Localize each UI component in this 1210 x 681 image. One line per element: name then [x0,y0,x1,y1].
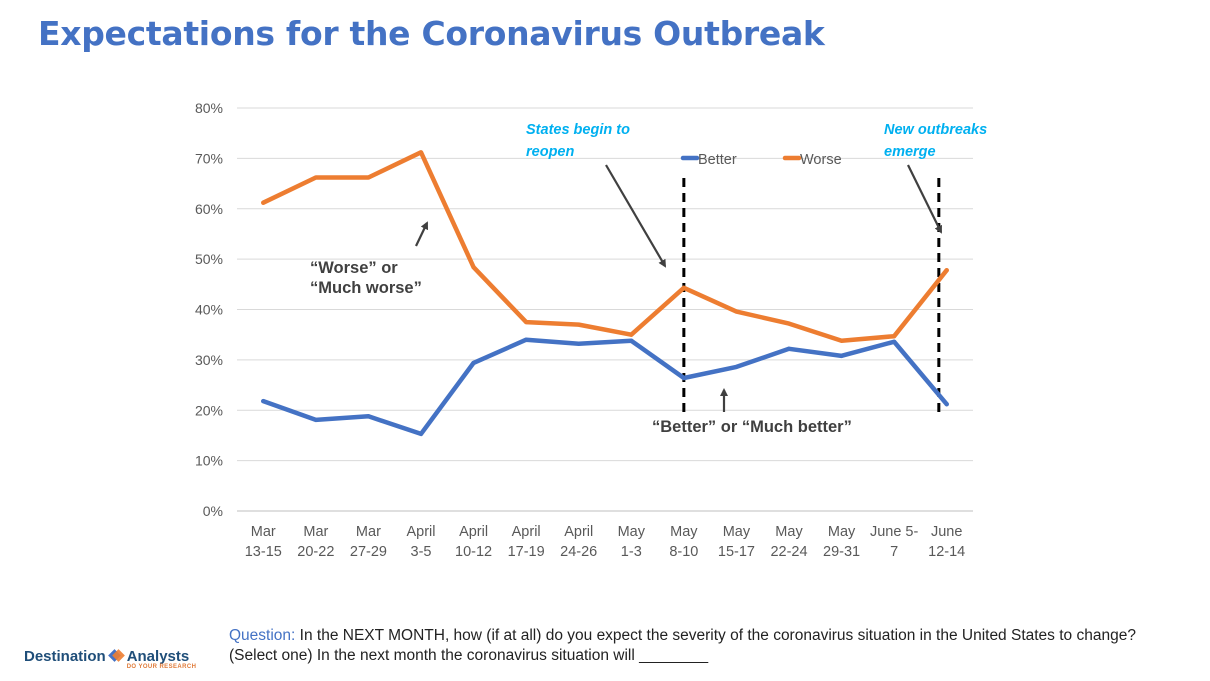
data-point-worse [471,265,476,270]
y-tick-label: 60% [195,201,223,217]
y-tick-label: 10% [195,453,223,469]
data-point-worse [419,150,423,155]
data-point-better [629,338,634,343]
data-point-worse [629,332,634,337]
data-point-worse [839,338,844,343]
data-point-better [944,402,949,407]
data-point-better [313,417,318,422]
x-tick-label: April [459,524,488,540]
question-text: Question: In the NEXT MONTH, how (if at … [229,626,1189,666]
line-chart: 0% 10% 20% 30% 40% 50% 60% 70% 80% Mar 13-15 Mar 20-… [195,100,987,560]
data-point-worse [787,321,791,326]
y-tick-label: 80% [195,100,223,116]
data-point-better [681,376,686,381]
x-tick-label: 27-29 [350,544,387,560]
data-point-better [524,337,529,342]
destination-analysts-logo: Destination Analysts DO YOUR RESEARCH [24,645,196,670]
x-tick-label: Mar [251,524,276,540]
data-point-worse [944,268,949,273]
data-point-worse [366,175,371,180]
series-line-worse [261,150,949,343]
x-tick-label: 12-14 [928,544,965,560]
data-point-better [576,341,581,346]
data-point-worse [681,285,686,290]
x-tick-label: Mar [303,524,328,540]
x-tick-label: May [775,524,803,540]
data-point-worse [261,200,266,205]
annotation-reopen-text: States begin to [526,122,630,138]
x-tick-label: 17-19 [508,544,545,560]
data-point-worse [734,309,739,314]
data-point-better [471,360,476,365]
data-point-better [787,346,791,351]
annotation-outbreaks-text: New outbreaks [884,122,987,138]
outbreaks-arrow [907,164,942,234]
data-point-better [839,353,844,358]
y-tick-label: 20% [195,402,223,418]
y-tick-label: 0% [203,503,223,519]
x-tick-label: April [406,524,435,540]
question-line2: (Select one) In the next month the coron… [229,647,709,664]
x-tick-label: 29-31 [823,544,860,560]
x-tick-label: April [512,524,541,540]
annotation-outbreaks-text: emerge [884,144,936,160]
x-tick-label: 13-15 [245,544,282,560]
data-point-worse [892,334,897,339]
y-tick-label: 30% [195,352,223,368]
data-point-worse [313,175,318,180]
logo-word2: Analysts [126,648,190,665]
data-point-better [419,431,423,436]
x-tick-label: June [931,524,962,540]
logo-tagline: DO YOUR RESEARCH [126,664,197,670]
y-tick-label: 70% [195,150,223,166]
legend-label-worse: Worse [800,152,842,168]
data-point-better [366,414,371,419]
x-tick-label: 8-10 [669,544,698,560]
annotation-better-label: “Better” or “Much better” [652,418,852,436]
x-tick-label: May [618,524,646,540]
reopen-arrow [605,164,667,268]
x-tick-label: Mar [356,524,381,540]
page-title: Expectations for the Coronavirus Outbrea… [38,14,825,53]
question-line1: In the NEXT MONTH, how (if at all) do yo… [295,627,1136,644]
x-tick-label: May [723,524,751,540]
x-tick-label: 1-3 [621,544,642,560]
y-tick-label: 40% [195,302,223,318]
annotation-reopen-text: reopen [526,144,574,160]
x-tick-label: April [564,524,593,540]
x-tick-label: 22-24 [770,544,807,560]
x-tick-label: May [670,524,698,540]
logo-diamond-icon [107,649,125,663]
x-tick-label: 10-12 [455,544,492,560]
data-point-better [734,364,739,369]
data-point-better [892,339,897,344]
data-point-worse [524,320,529,325]
x-tick-label: May [828,524,856,540]
worse-arrow [415,221,429,247]
y-tick-label: 50% [195,251,223,267]
data-point-worse [576,322,581,327]
x-tick-label: 20-22 [297,544,334,560]
annotation-worse-label: “Much worse” [310,279,422,297]
series-line-better [261,337,949,437]
data-point-better [261,399,266,404]
legend-label-better: Better [698,152,737,168]
annotation-worse-label: “Worse” or [310,259,398,277]
x-tick-label: 3-5 [411,544,432,560]
logo-word1: Destination [24,648,106,665]
x-tick-label: June 5- [870,524,919,540]
x-tick-label: 24-26 [560,544,597,560]
question-label: Question: [229,627,296,644]
x-tick-label: 15-17 [718,544,755,560]
x-tick-label: 7 [890,544,898,560]
